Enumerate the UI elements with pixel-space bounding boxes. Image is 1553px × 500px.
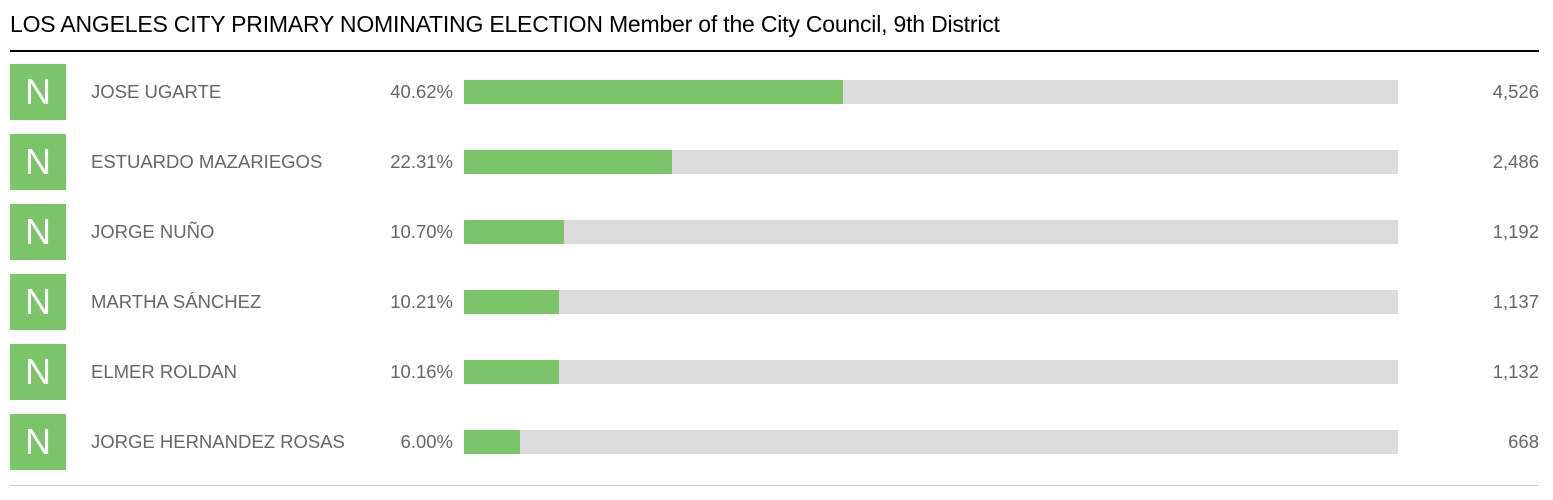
party-badge: N [10,64,66,120]
candidate-name: JORGE NUÑO [91,221,215,242]
vote-count: 2,486 [1492,151,1539,172]
bar-track [464,360,1398,384]
bar-track [464,150,1398,174]
vote-count: 1,132 [1492,361,1539,382]
bar-fill [464,360,559,384]
bar-fill [464,150,673,174]
chart-title: LOS ANGELES CITY PRIMARY NOMINATING ELEC… [10,11,1000,37]
party-badge: N [10,204,66,260]
title-divider [10,50,1539,52]
bar-fill [464,430,521,454]
party-badge: N [10,414,66,470]
vote-count: 1,137 [1492,291,1539,312]
vote-count: 668 [1508,431,1539,452]
percent-label: 22.31% [390,151,453,172]
percent-label: 10.16% [390,361,453,382]
bottom-divider [10,485,1539,486]
party-badge: N [10,134,66,190]
candidate-name: ELMER ROLDAN [91,361,237,382]
vote-count: 1,192 [1492,221,1539,242]
vote-count: 4,526 [1492,81,1539,102]
percent-label: 10.21% [390,291,453,312]
candidate-name: MARTHA SÁNCHEZ [91,291,262,312]
bar-track [464,290,1398,314]
bar-fill [464,290,560,314]
candidate-name: ESTUARDO MAZARIEGOS [91,151,323,172]
candidate-row: N MARTHA SÁNCHEZ 10.21% 1,137 [10,274,1539,330]
candidate-row: N JORGE HERNANDEZ ROSAS 6.00% 668 [10,414,1539,470]
candidate-name: JORGE HERNANDEZ ROSAS [91,431,345,452]
candidate-row: N JORGE NUÑO 10.70% 1,192 [10,204,1539,260]
bar-fill [464,220,564,244]
candidate-row: N JOSE UGARTE 40.62% 4,526 [10,64,1539,120]
party-badge: N [10,344,66,400]
percent-label: 40.62% [390,81,453,102]
bar-fill [464,80,844,104]
bar-track [464,430,1398,454]
party-badge: N [10,274,66,330]
results-rows: N JOSE UGARTE 40.62% 4,526 N ESTUARDO MAZARIE… [10,64,1539,484]
percent-label: 10.70% [390,221,453,242]
bar-track [464,220,1398,244]
candidate-row: N ELMER ROLDAN 10.16% 1,132 [10,344,1539,400]
bar-track [464,80,1398,104]
percent-label: 6.00% [400,431,453,452]
candidate-row: N ESTUARDO MAZARIEGOS 22.31% 2,486 [10,134,1539,190]
candidate-name: JOSE UGARTE [91,81,222,102]
